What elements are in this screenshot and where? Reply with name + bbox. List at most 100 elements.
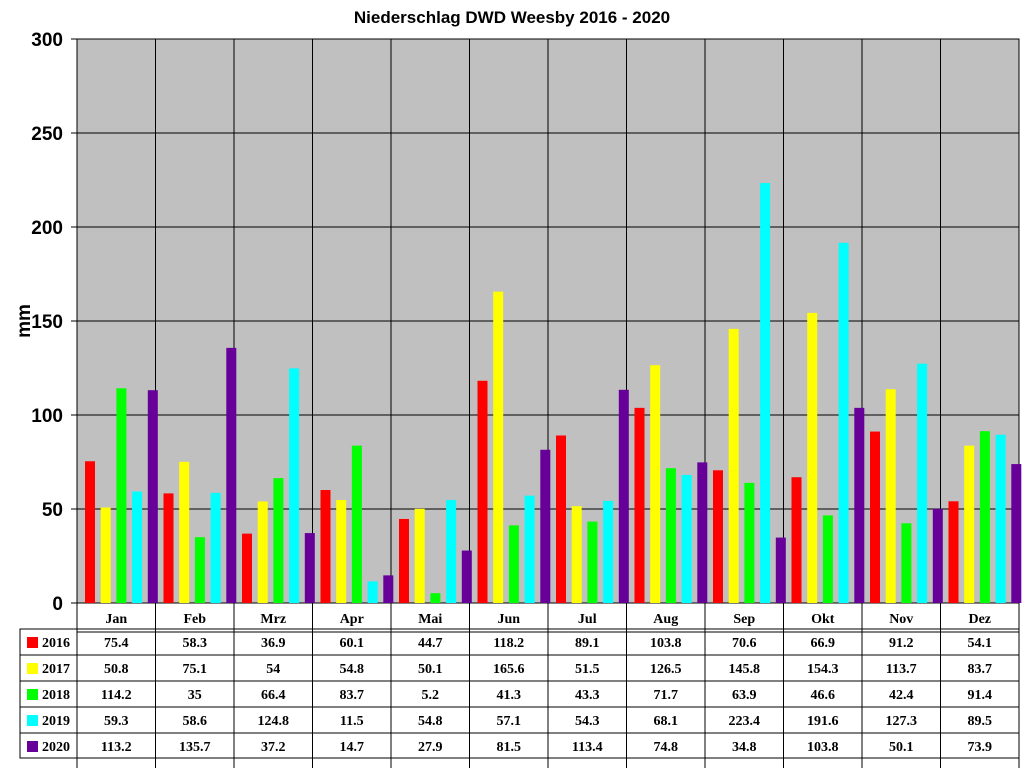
bar-2019 — [681, 474, 692, 603]
legend-swatch-2020 — [27, 741, 38, 752]
bar-2018 — [351, 445, 362, 603]
table-cell: 54.3 — [575, 714, 600, 729]
legend-label: 2018 — [42, 688, 70, 703]
bar-2016 — [163, 493, 174, 603]
table-cell: 54.1 — [968, 636, 993, 651]
y-tick-label: 50 — [42, 500, 63, 521]
table-cell: 14.7 — [340, 740, 365, 755]
category-label: Dez — [968, 612, 991, 627]
table-cell: 50.1 — [418, 662, 443, 677]
category-label: Apr — [340, 612, 364, 627]
bar-2016 — [791, 477, 802, 603]
data-table — [19, 628, 1020, 759]
bar-2016 — [85, 461, 95, 603]
table-cell: 113.7 — [886, 662, 917, 677]
category-label: Aug — [653, 612, 678, 627]
bar-2020 — [147, 390, 158, 603]
bar-2020 — [304, 533, 315, 603]
table-cell: 63.9 — [732, 688, 757, 703]
legend-label: 2017 — [42, 662, 70, 677]
bar-2017 — [964, 445, 975, 603]
table-cell: 36.9 — [261, 636, 286, 651]
table-cell: 58.6 — [183, 714, 208, 729]
table-cell: 37.2 — [261, 740, 286, 755]
table-cell: 91.4 — [968, 688, 993, 703]
table-cell: 124.8 — [258, 714, 290, 729]
table-cell: 41.3 — [497, 688, 522, 703]
table-cell: 42.4 — [889, 688, 914, 703]
bar-2019 — [603, 500, 614, 603]
bar-2017 — [414, 508, 425, 603]
legend-swatch-2019 — [27, 715, 38, 726]
bar-2017 — [493, 291, 504, 603]
table-cell: 83.7 — [968, 662, 993, 677]
bar-2017 — [336, 499, 347, 603]
bar-2020 — [1011, 464, 1022, 603]
category-label: Jan — [105, 612, 127, 627]
table-cell: 223.4 — [729, 714, 761, 729]
bar-2018 — [116, 388, 127, 603]
y-tick-label: 0 — [52, 594, 63, 615]
table-cell: 35 — [188, 688, 202, 703]
category-label: Jun — [497, 612, 520, 627]
table-cell: 91.2 — [889, 636, 914, 651]
table-cell: 191.6 — [807, 714, 839, 729]
table-cell: 127.3 — [886, 714, 918, 729]
bar-2020 — [697, 462, 708, 603]
bar-2018 — [979, 431, 990, 603]
bar-2020 — [618, 389, 629, 603]
category-label: Jul — [578, 612, 597, 627]
bar-2020 — [854, 407, 865, 603]
bar-2017 — [807, 312, 818, 603]
table-cell: 11.5 — [340, 714, 364, 729]
category-label: Mrz — [260, 612, 286, 627]
bar-2017 — [179, 461, 190, 603]
bar-2016 — [713, 470, 723, 603]
category-label: Feb — [183, 612, 206, 627]
table-cell: 46.6 — [811, 688, 836, 703]
bar-2018 — [194, 537, 205, 603]
category-label: Okt — [811, 612, 835, 627]
table-cell: 54 — [266, 662, 280, 677]
bar-2020 — [461, 550, 472, 603]
table-cell: 50.1 — [889, 740, 914, 755]
table-cell: 44.7 — [418, 636, 443, 651]
bar-2017 — [571, 506, 582, 603]
bar-2016 — [399, 518, 409, 603]
bar-2018 — [508, 525, 519, 603]
table-cell: 113.4 — [572, 740, 603, 755]
table-cell: 73.9 — [968, 740, 993, 755]
bar-2018 — [901, 523, 912, 603]
bar-2016 — [320, 490, 331, 603]
chart-title: Niederschlag DWD Weesby 2016 - 2020 — [353, 8, 671, 27]
bar-2019 — [524, 495, 535, 603]
table-cell: 5.2 — [422, 688, 440, 703]
legend-label: 2020 — [42, 740, 70, 755]
bar-2019 — [210, 492, 221, 603]
bar-2016 — [634, 407, 645, 603]
table-cell: 145.8 — [729, 662, 761, 677]
table-cell: 34.8 — [732, 740, 757, 755]
table-cell: 165.6 — [493, 662, 525, 677]
bar-2018 — [744, 482, 755, 603]
bar-2018 — [273, 478, 284, 603]
table-cell: 74.8 — [654, 740, 679, 755]
y-tick-label: 200 — [31, 218, 63, 239]
table-cell: 58.3 — [183, 636, 208, 651]
table-cell: 59.3 — [104, 714, 129, 729]
y-tick-label: 100 — [31, 406, 63, 427]
table-cell: 57.1 — [497, 714, 522, 729]
bar-2016 — [870, 431, 880, 603]
bar-2019 — [760, 183, 771, 603]
bar-2019 — [995, 434, 1006, 603]
table-cell: 114.2 — [101, 688, 132, 703]
y-tick-label: 300 — [31, 30, 63, 51]
table-cell: 103.8 — [650, 636, 682, 651]
table-cell: 83.7 — [340, 688, 365, 703]
y-axis-label: mm — [14, 304, 35, 338]
bar-2017 — [728, 328, 739, 603]
bar-2019 — [446, 499, 457, 603]
bar-2019 — [917, 363, 928, 603]
bar-2020 — [226, 347, 237, 603]
table-cell: 75.1 — [183, 662, 208, 677]
